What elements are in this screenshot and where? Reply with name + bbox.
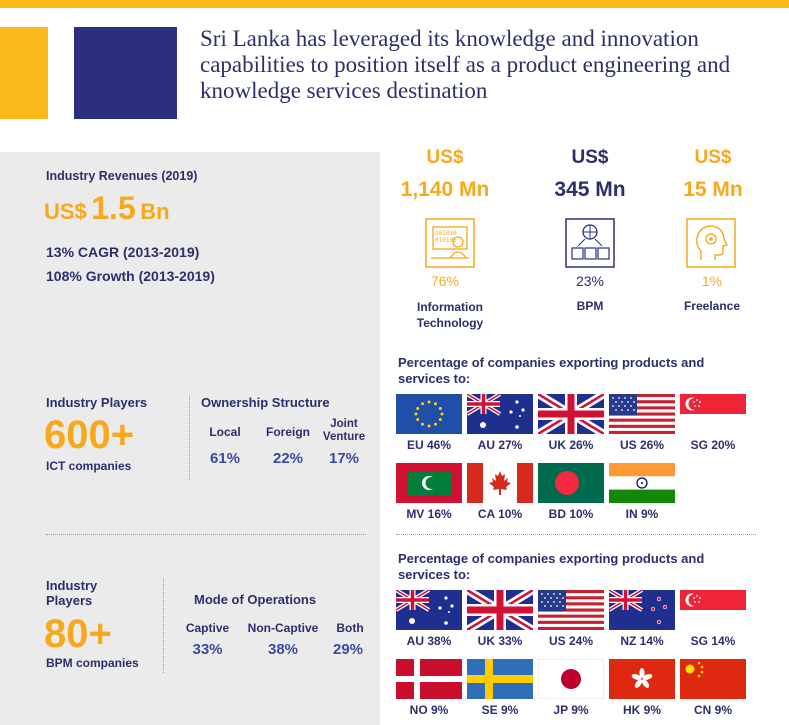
- bpm-export-label: JP 9%: [553, 703, 589, 717]
- segment-freelance-value: 15 Mn: [683, 178, 743, 201]
- ict-divider: [189, 395, 190, 480]
- bpm-export-label: AU 38%: [406, 634, 452, 648]
- eu-flag-icon: [396, 394, 462, 434]
- ownership-val-jv: 17%: [328, 450, 360, 467]
- uk-flag-icon: [538, 394, 604, 434]
- mode-col-noncaptive: Non-Captive: [247, 621, 319, 635]
- mode-col-captive: Captive: [185, 621, 230, 635]
- singapore-flag-icon: [680, 394, 746, 434]
- navy-accent-block: [74, 27, 177, 119]
- mode-val-both: 29%: [332, 641, 364, 658]
- bpm-count: 80+: [44, 612, 112, 656]
- mode-val-noncaptive: 38%: [267, 641, 299, 658]
- right-separator: [396, 534, 756, 535]
- segment-it-value: 1,140 Mn: [400, 178, 490, 201]
- ownership-title: Ownership Structure: [201, 395, 330, 410]
- segment-bpm-currency: US$: [571, 147, 609, 168]
- revenue-value: US$ 1.5 Bn: [44, 190, 170, 227]
- ict-export-label: AU 27%: [477, 438, 523, 452]
- bpm-export-label: NO 9%: [409, 703, 449, 717]
- segment-bpm-label: BPM: [576, 299, 604, 313]
- ict-export-label: CA 10%: [477, 507, 523, 521]
- ict-export-label: US 26%: [619, 438, 665, 452]
- svg-text:010101: 010101: [435, 237, 457, 244]
- revenue-growth: 108% Growth (2013-2019): [46, 268, 215, 284]
- revenue-cagr: 13% CAGR (2013-2019): [46, 244, 200, 260]
- bpm-export-label: SE 9%: [481, 703, 519, 717]
- canada-flag-icon: [467, 463, 533, 503]
- revenue-unit: Bn: [140, 199, 170, 224]
- ownership-col-jv: Joint Venture: [322, 418, 366, 443]
- bpm-export-label: US 24%: [548, 634, 594, 648]
- segment-bpm-pct: 23%: [575, 273, 605, 289]
- uk-flag-icon: [467, 590, 533, 630]
- ict-export-label: BD 10%: [548, 507, 594, 521]
- segment-freelance-currency: US$: [694, 147, 732, 168]
- bpm-export-label: UK 33%: [477, 634, 523, 648]
- ownership-val-local: 61%: [209, 450, 241, 467]
- top-accent-bar: [0, 0, 789, 8]
- ict-export-label: EU 46%: [406, 438, 452, 452]
- hong-kong-flag-icon: [609, 659, 675, 699]
- revenue-currency: US$: [44, 199, 87, 224]
- australia-flag-icon: [467, 394, 533, 434]
- segment-freelance-pct: 1%: [701, 273, 723, 289]
- japan-flag-icon: [538, 659, 604, 699]
- ict-count-label: ICT companies: [46, 459, 132, 473]
- network-people-icon: [565, 218, 615, 268]
- mode-col-both: Both: [336, 621, 364, 635]
- ownership-val-foreign: 22%: [272, 450, 304, 467]
- bpm-export-label: SG 14%: [690, 634, 736, 648]
- mode-val-captive: 33%: [192, 641, 223, 658]
- segment-it-label-text: Information Technology: [416, 300, 484, 330]
- ict-export-label: SG 20%: [690, 438, 736, 452]
- head-gear-icon: [686, 218, 736, 268]
- left-panel: [0, 152, 380, 725]
- ict-export-label: IN 9%: [625, 507, 659, 521]
- ownership-col-foreign: Foreign: [266, 425, 310, 439]
- ict-export-label: MV 16%: [406, 507, 452, 521]
- china-flag-icon: [680, 659, 746, 699]
- orange-accent-block: [0, 27, 48, 119]
- headline: Sri Lanka has leveraged its knowledge an…: [200, 26, 731, 103]
- segment-it-currency: US$: [426, 147, 464, 168]
- bpm-count-label: BPM companies: [46, 656, 139, 670]
- singapore-flag-icon: [680, 590, 746, 630]
- segment-it-pct: 76%: [430, 273, 460, 289]
- denmark-flag-icon: [396, 659, 462, 699]
- left-separator: [46, 534, 366, 535]
- new-zealand-flag-icon: [609, 590, 675, 630]
- us-flag-icon: [538, 590, 604, 630]
- bpm-export-label: CN 9%: [693, 703, 732, 717]
- bpm-export-title: Percentage of companies exporting produc…: [398, 551, 705, 582]
- bpm-export-label: NZ 14%: [620, 634, 664, 648]
- segment-bpm-value: 345 Mn: [554, 178, 626, 201]
- ict-players-label: Industry Players: [46, 395, 148, 410]
- bangladesh-flag-icon: [538, 463, 604, 503]
- segment-freelance-label: Freelance: [683, 299, 741, 313]
- segment-it-label: Information Technology: [395, 299, 505, 331]
- sweden-flag-icon: [467, 659, 533, 699]
- ict-export-label: UK 26%: [548, 438, 594, 452]
- svg-text:101010: 101010: [435, 230, 457, 237]
- mode-title: Mode of Operations: [194, 592, 317, 607]
- computer-person-icon: 101010 010101: [425, 218, 475, 268]
- india-flag-icon: [609, 463, 675, 503]
- us-flag-icon: [609, 394, 675, 434]
- australia-flag-icon: [396, 590, 462, 630]
- bpm-divider: [163, 578, 164, 673]
- ict-count: 600+: [44, 413, 135, 457]
- ownership-col-local: Local: [209, 425, 241, 439]
- revenue-amount: 1.5: [91, 190, 136, 226]
- bpm-players-label: Industry Players: [46, 578, 98, 608]
- revenue-label: Industry Revenues (2019): [46, 169, 198, 183]
- bpm-export-label: HK 9%: [622, 703, 661, 717]
- maldives-flag-icon: [396, 463, 462, 503]
- ict-export-title: Percentage of companies exporting produc…: [398, 355, 705, 386]
